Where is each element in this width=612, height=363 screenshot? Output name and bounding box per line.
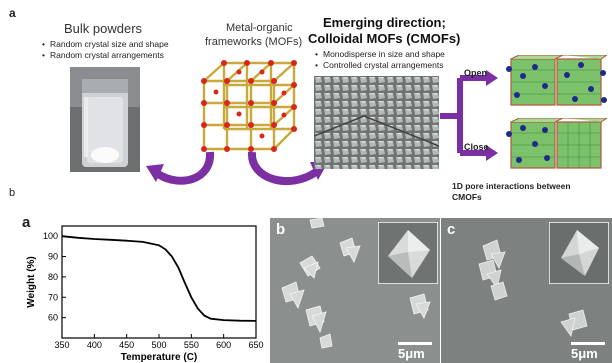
panel-a-label: a [9,6,16,20]
mof-title-line1: Metal-organic [226,22,293,34]
y-tick-label: 80 [48,272,58,282]
plot-frame [61,225,257,339]
close-label: Close [464,142,489,152]
emerging-bullet-1: Monodisperse in size and shape [315,49,445,60]
x-tick-label: 650 [248,340,263,350]
y-tick-label: 60 [48,313,58,323]
tga-chart: 350 400 450 500 550 600 650 60 70 80 90 100 Temperat… [26,225,264,363]
pore-caption-line1: 1D pore interactions between [452,181,571,191]
y-tick-label: 90 [48,252,58,262]
mof-title-line2: frameworks (MOFs) [205,36,303,48]
fork-arrow [440,70,498,161]
pore-caption-line2: CMOFs [452,192,482,202]
bulk-bullet-1: Random crystal size and shape [42,39,169,50]
emerging-title-line1: Emerging direction; [323,15,446,30]
sem-c-inset [549,222,609,284]
sem-b-inset [378,222,438,284]
open-pore-diagram [506,55,607,106]
sem-image-b: b 5μm [270,218,440,363]
emerging-bullets: Monodisperse in size and shape Controlle… [313,49,445,71]
sem-image-c: c 5μm [441,218,612,363]
bulk-bullets: Random crystal size and shape Random cry… [40,39,169,61]
x-tick-label: 550 [184,340,199,350]
sem-b-scalebar [398,342,432,345]
sem-c-scale-label: 5μm [571,346,598,361]
close-pore-diagram [506,118,607,169]
open-label: Open [464,68,488,78]
y-tick-label: 100 [43,231,58,241]
powder-vial-photo [70,67,140,172]
panel-b-label: b [9,187,16,199]
tga-panel-label: a [22,214,31,231]
sem-b-crystals [270,218,440,363]
cmof-sem-image [314,76,439,169]
x-tick-label: 400 [87,340,102,350]
curved-arrows [146,151,328,186]
x-tick-label: 500 [151,340,166,350]
x-tick-label: 350 [54,340,69,350]
mof-framework-cube [201,60,297,152]
bulk-powders-title: Bulk powders [64,21,143,36]
x-axis-label: Temperature (C) [121,352,198,363]
emerging-bullet-2: Controlled crystal arrangements [315,60,445,71]
y-axis-label: Weight (%) [26,256,37,307]
bulk-bullet-2: Random crystal arrangements [42,50,169,61]
y-tick-label: 70 [48,292,58,302]
emerging-title-line2: Colloidal MOFs (CMOFs) [308,31,461,46]
x-tick-label: 450 [119,340,134,350]
tga-series-line [61,235,257,322]
sem-c-scalebar [571,342,605,345]
sem-b-label: b [276,221,286,238]
sem-c-label: c [447,221,456,238]
x-tick-label: 600 [216,340,231,350]
sem-b-scale-label: 5μm [398,346,425,361]
